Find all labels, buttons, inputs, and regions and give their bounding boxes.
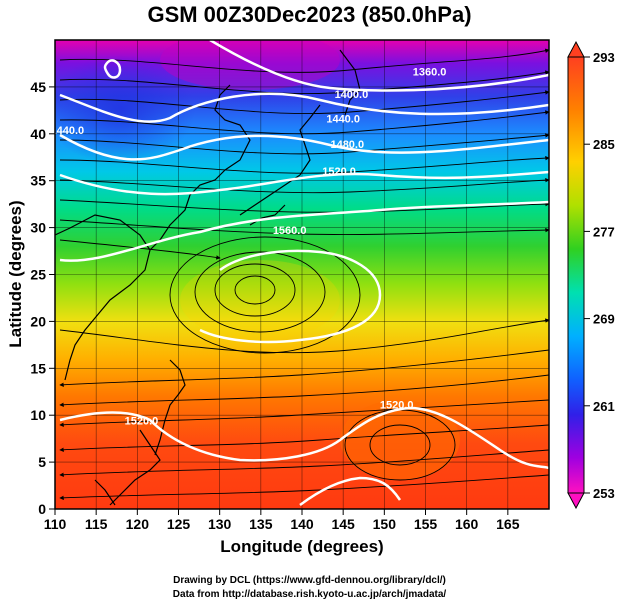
x-tick-label: 130	[208, 516, 232, 532]
wind-streamlines	[59, 48, 549, 501]
x-tick-label: 165	[496, 516, 520, 532]
contour-label: 1480.0	[330, 139, 364, 151]
y-tick-label: 30	[30, 220, 46, 236]
colorbar-tick-label: 277	[593, 224, 615, 239]
colorbar-tick-label: 253	[593, 486, 615, 501]
contour-labels: 1360.0 1400.0 1440.0 1480.0 1520.0 1560.0 1520…	[51, 67, 447, 428]
colorbar-tick-label: 261	[593, 399, 615, 414]
y-tick-label: 5	[38, 454, 46, 470]
x-tick-label: 150	[373, 516, 397, 532]
x-tick-label: 155	[414, 516, 438, 532]
x-tick-label: 140	[290, 516, 314, 532]
x-tick-label: 110	[44, 516, 67, 532]
y-axis: 0 5 10 15 20 25 30 35 40 45	[30, 79, 55, 517]
y-tick-label: 25	[30, 267, 46, 283]
y-tick-label: 35	[30, 173, 46, 189]
x-tick-label: 135	[249, 516, 273, 532]
contour-label: 1520.0	[125, 416, 159, 428]
temperature-field	[55, 40, 549, 509]
y-tick-label: 10	[30, 407, 46, 423]
x-tick-label: 115	[85, 516, 108, 532]
contour-label: 1440.0	[326, 114, 360, 126]
colorbar-tick-label: 285	[593, 137, 615, 152]
colorbar-bottom-arrow	[567, 492, 585, 510]
x-tick-label: 125	[167, 516, 191, 532]
contour-label: 1400.0	[335, 89, 369, 101]
contour-label: 1520.0	[380, 400, 414, 412]
x-tick-label: 160	[455, 516, 479, 532]
y-tick-label: 40	[30, 126, 46, 142]
x-tick-label: 120	[126, 516, 150, 532]
contour-label: 1440.0	[51, 125, 85, 137]
x-tick-label: 145	[331, 516, 355, 532]
contour-label: 1560.0	[273, 225, 307, 237]
colorbar-tick-label: 269	[593, 312, 615, 327]
map-grid	[55, 40, 549, 509]
height-contours	[59, 40, 549, 507]
colorbar-tick-label: 293	[593, 50, 615, 65]
y-tick-label: 15	[30, 360, 46, 376]
colorbar: 293 285 277 269 261 253	[567, 40, 615, 510]
y-axis-label: Latitude (degrees)	[6, 200, 25, 348]
contour-label: 1360.0	[413, 67, 447, 79]
x-axis: 110 115 120 125 130 135 140 145 150 155 160 165	[44, 509, 520, 532]
y-tick-label: 45	[30, 79, 46, 95]
colorbar-top-arrow	[567, 40, 585, 58]
x-axis-label: Longitude (degrees)	[220, 537, 384, 556]
colorbar-body	[567, 56, 585, 494]
y-tick-label: 20	[30, 313, 46, 329]
colorbar-ticks: 293 285 277 269 261 253	[584, 50, 615, 501]
chart-title: GSM 00Z30Dec2023 (850.0hPa)	[147, 2, 472, 27]
y-tick-label: 0	[38, 501, 46, 517]
credit-data: Data from http://database.rish.kyoto-u.a…	[172, 589, 447, 600]
credit-drawing: Drawing by DCL (https://www.gfd-dennou.o…	[173, 575, 446, 586]
contour-label: 1520.0	[322, 166, 356, 178]
